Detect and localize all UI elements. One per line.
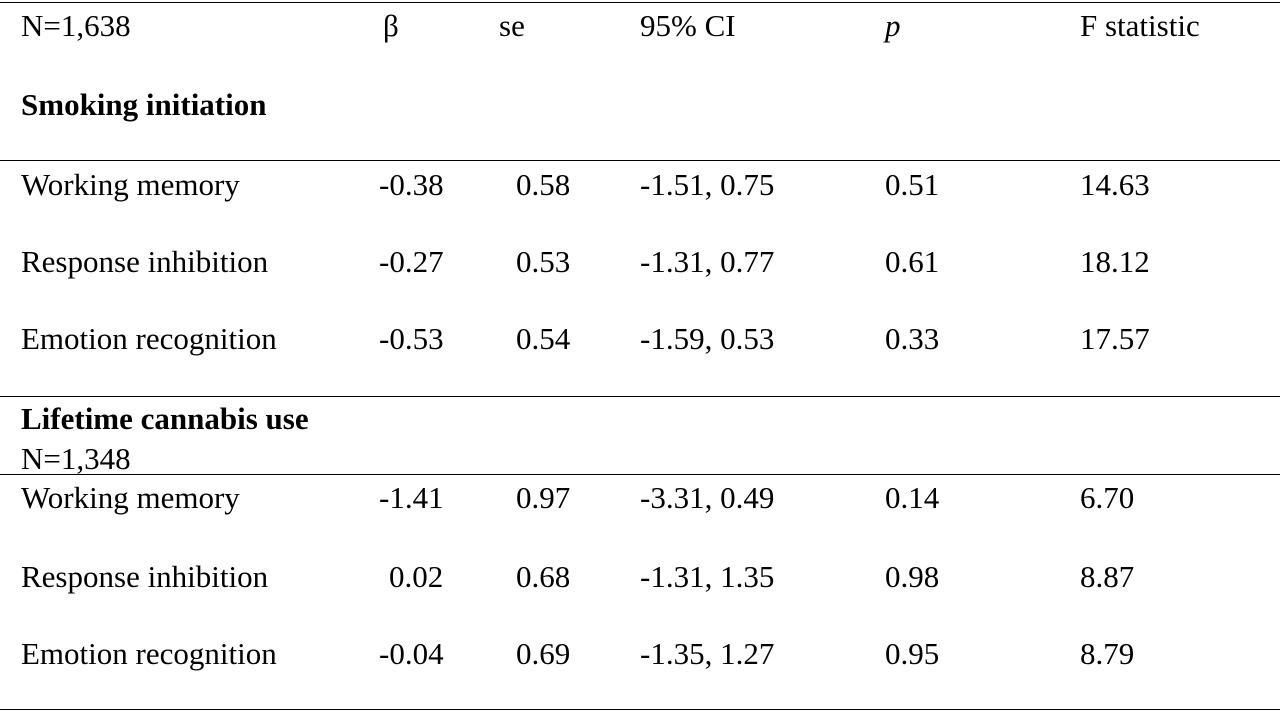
row-label: Response inhibition <box>21 559 269 594</box>
row-ci: -3.31, 0.49 <box>640 480 775 515</box>
row-se: 0.54 <box>516 321 571 356</box>
row-p-value: 0.98 <box>885 559 940 594</box>
section-title-lifetime-cannabis-use: Lifetime cannabis use <box>21 401 309 436</box>
row-label: Emotion recognition <box>21 321 277 356</box>
header-p-value: p <box>885 8 901 43</box>
row-ci: -1.35, 1.27 <box>640 636 775 671</box>
row-f-statistic: 17.57 <box>1080 321 1150 356</box>
row-label: Working memory <box>21 480 240 515</box>
row-f-statistic: 14.63 <box>1080 167 1150 202</box>
table-bottom-rule <box>0 709 1280 710</box>
header-sample-size: N=1,638 <box>21 8 131 43</box>
header-beta: β <box>383 8 399 43</box>
row-label: Response inhibition <box>21 244 269 279</box>
row-beta: 0.02 <box>389 559 444 594</box>
row-p-value: 0.95 <box>885 636 940 671</box>
row-p-value: 0.14 <box>885 480 940 515</box>
row-ci: -1.51, 0.75 <box>640 167 775 202</box>
row-label: Emotion recognition <box>21 636 277 671</box>
section-rule <box>0 396 1280 397</box>
row-p-value: 0.51 <box>885 167 940 202</box>
row-beta: -1.41 <box>379 480 444 515</box>
section-title-smoking-initiation: Smoking initiation <box>21 87 267 122</box>
header-f-statistic: F statistic <box>1080 8 1200 43</box>
row-beta: -0.38 <box>379 167 444 202</box>
row-p-value: 0.61 <box>885 244 940 279</box>
section-sample-size: N=1,348 <box>21 441 131 476</box>
row-ci: -1.31, 1.35 <box>640 559 775 594</box>
row-se: 0.69 <box>516 636 571 671</box>
row-beta: -0.27 <box>379 244 444 279</box>
row-ci: -1.59, 0.53 <box>640 321 775 356</box>
table-top-rule <box>0 2 1280 3</box>
row-p-value: 0.33 <box>885 321 940 356</box>
row-se: 0.68 <box>516 559 571 594</box>
row-ci: -1.31, 0.77 <box>640 244 775 279</box>
row-se: 0.97 <box>516 480 571 515</box>
row-se: 0.53 <box>516 244 571 279</box>
row-f-statistic: 8.79 <box>1080 636 1135 671</box>
section-rule <box>0 474 1280 475</box>
header-se: se <box>499 8 525 43</box>
section-rule <box>0 160 1280 161</box>
row-f-statistic: 6.70 <box>1080 480 1135 515</box>
row-label: Working memory <box>21 167 240 202</box>
header-ci: 95% CI <box>640 8 736 43</box>
row-beta: -0.53 <box>379 321 444 356</box>
row-beta: -0.04 <box>379 636 444 671</box>
row-f-statistic: 8.87 <box>1080 559 1135 594</box>
row-se: 0.58 <box>516 167 571 202</box>
row-f-statistic: 18.12 <box>1080 244 1150 279</box>
